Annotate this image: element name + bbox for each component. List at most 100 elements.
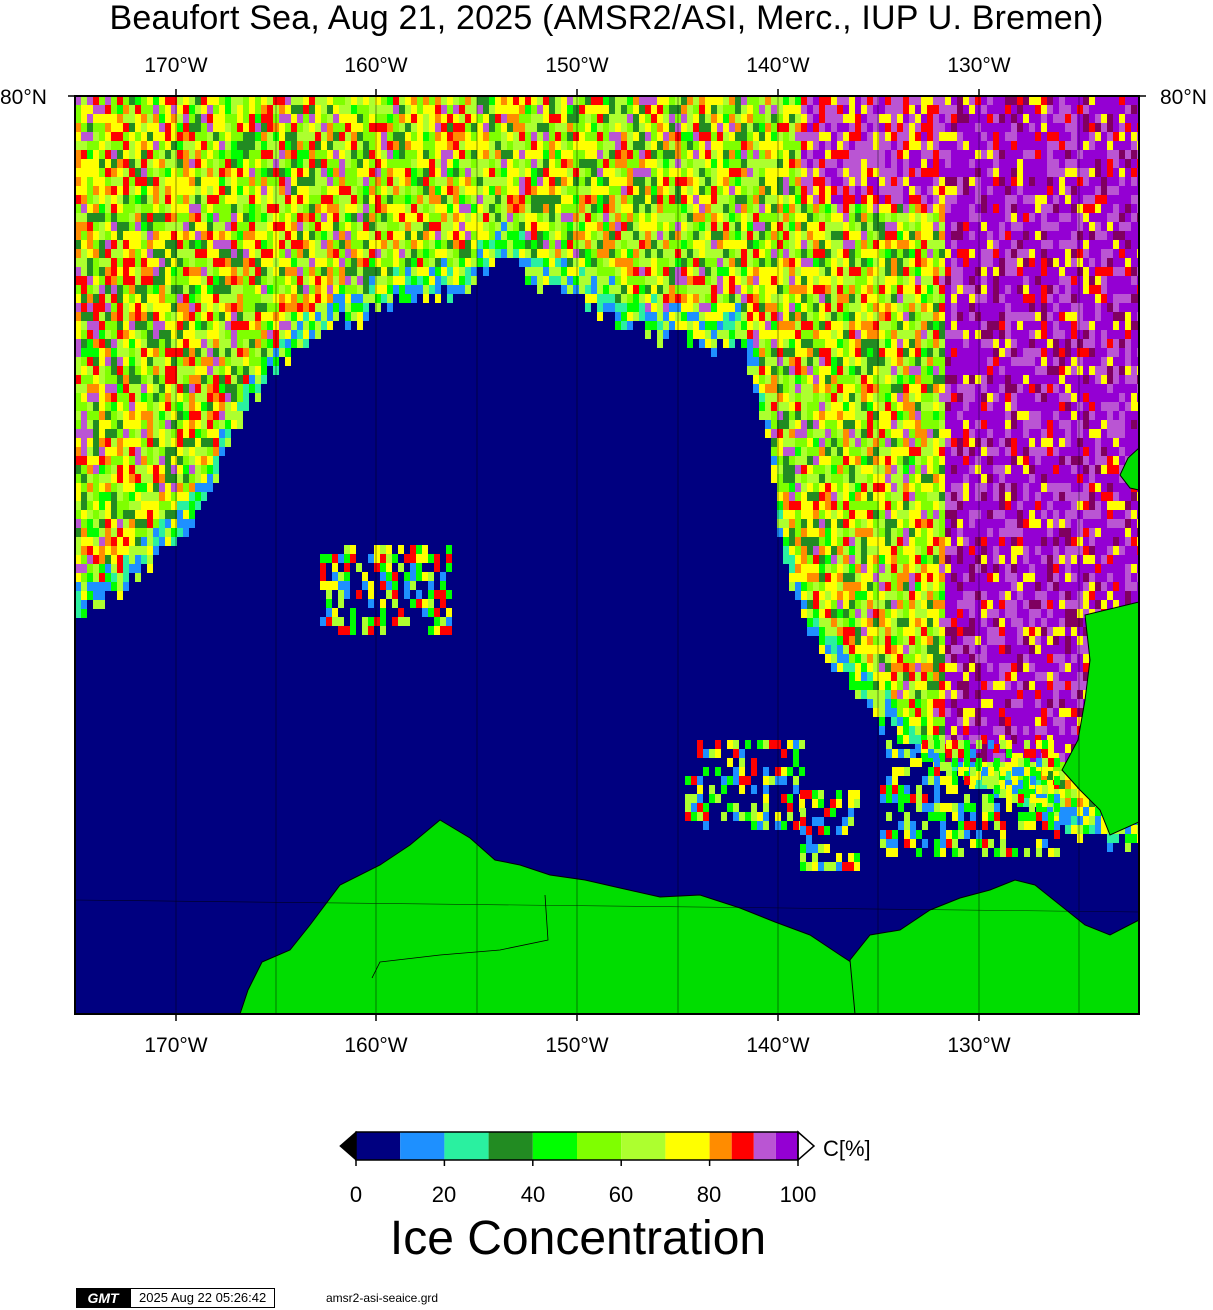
- ice-cell: [465, 105, 471, 114]
- ice-cell: [651, 285, 657, 294]
- ice-cell: [105, 366, 111, 375]
- ice-cell: [735, 186, 741, 195]
- ice-cell: [891, 690, 897, 699]
- ice-cell: [831, 213, 837, 222]
- ice-cell: [321, 96, 327, 105]
- ice-cell: [387, 276, 393, 285]
- ice-cell: [189, 186, 195, 195]
- ice-cell: [849, 456, 855, 465]
- ice-cell: [639, 141, 645, 150]
- ice-cell: [171, 492, 177, 501]
- ice-cell: [819, 96, 825, 105]
- ice-cell: [711, 132, 717, 141]
- ice-cell: [861, 582, 867, 591]
- ice-cell: [417, 267, 423, 276]
- ice-cell: [303, 123, 309, 132]
- ice-cell: [435, 132, 441, 141]
- ice-cell: [669, 276, 675, 285]
- ice-cell: [795, 411, 801, 420]
- ice-cell: [603, 258, 609, 267]
- ice-cell: [897, 456, 903, 465]
- ice-cell: [261, 231, 267, 240]
- ice-cell: [795, 474, 801, 483]
- ice-cell: [603, 240, 609, 249]
- ice-cell: [633, 159, 639, 168]
- ice-cell: [573, 240, 579, 249]
- ice-cell: [141, 276, 147, 285]
- ice-cell: [657, 294, 663, 303]
- ice-cell: [825, 195, 831, 204]
- ice-cell: [687, 330, 693, 339]
- ice-cell: [213, 168, 219, 177]
- ice-cell: [93, 447, 99, 456]
- ice-cell: [747, 213, 753, 222]
- ice-cell: [897, 105, 903, 114]
- ice-cell: [825, 492, 831, 501]
- ice-cell: [381, 159, 387, 168]
- ice-cell: [87, 240, 93, 249]
- ice-cell: [561, 150, 567, 159]
- ice-cell: [837, 348, 843, 357]
- ice-cell: [327, 312, 333, 321]
- ice-cell: [873, 312, 879, 321]
- ice-cell: [879, 420, 885, 429]
- ice-cell: [279, 258, 285, 267]
- ice-cell: [171, 510, 177, 519]
- ice-cell: [135, 402, 141, 411]
- ice-cell: [87, 204, 93, 213]
- ice-cell: [423, 204, 429, 213]
- ice-cell: [309, 222, 315, 231]
- ice-cell: [441, 150, 447, 159]
- ice-cell: [357, 105, 363, 114]
- ice-cell: [237, 168, 243, 177]
- ice-cell: [801, 240, 807, 249]
- ice-cell: [525, 132, 531, 141]
- ice-cell: [861, 573, 867, 582]
- ice-cell: [333, 114, 339, 123]
- ice-cell: [759, 321, 765, 330]
- ice-cell: [843, 402, 849, 411]
- ice-cell: [111, 294, 117, 303]
- ice-cell: [669, 141, 675, 150]
- ice-cell: [597, 150, 603, 159]
- ice-cell: [879, 348, 885, 357]
- ice-cell: [543, 123, 549, 132]
- ice-cell: [339, 186, 345, 195]
- ice-cell: [105, 267, 111, 276]
- ice-cell: [849, 528, 855, 537]
- ice-cell: [189, 105, 195, 114]
- ice-cell: [111, 213, 117, 222]
- ice-cell: [213, 357, 219, 366]
- ice-cell: [447, 294, 453, 303]
- ice-cell: [105, 150, 111, 159]
- ice-cell: [669, 195, 675, 204]
- ice-cell: [729, 222, 735, 231]
- ice-cell: [765, 240, 771, 249]
- ice-cell: [777, 456, 783, 465]
- ice-cell: [879, 564, 885, 573]
- ice-cell: [783, 492, 789, 501]
- ice-cell: [315, 96, 321, 105]
- ice-cell: [867, 483, 873, 492]
- ice-cell: [885, 645, 891, 654]
- ice-cell: [87, 510, 93, 519]
- ice-cell: [519, 213, 525, 222]
- ice-cell: [771, 258, 777, 267]
- ice-cell: [783, 357, 789, 366]
- ice-cell: [369, 267, 375, 276]
- ice-cell: [75, 393, 81, 402]
- ice-cell: [225, 393, 231, 402]
- ice-cell: [225, 339, 231, 348]
- ice-cell: [651, 276, 657, 285]
- ice-cell: [255, 303, 261, 312]
- ice-cell: [195, 348, 201, 357]
- ice-cell: [81, 600, 87, 609]
- ice-cell: [75, 231, 81, 240]
- ice-cell: [465, 123, 471, 132]
- ice-cell: [717, 285, 723, 294]
- ice-cell: [141, 141, 147, 150]
- ice-cell: [129, 456, 135, 465]
- ice-cell: [357, 303, 363, 312]
- ice-cell: [615, 222, 621, 231]
- ice-cell: [753, 285, 759, 294]
